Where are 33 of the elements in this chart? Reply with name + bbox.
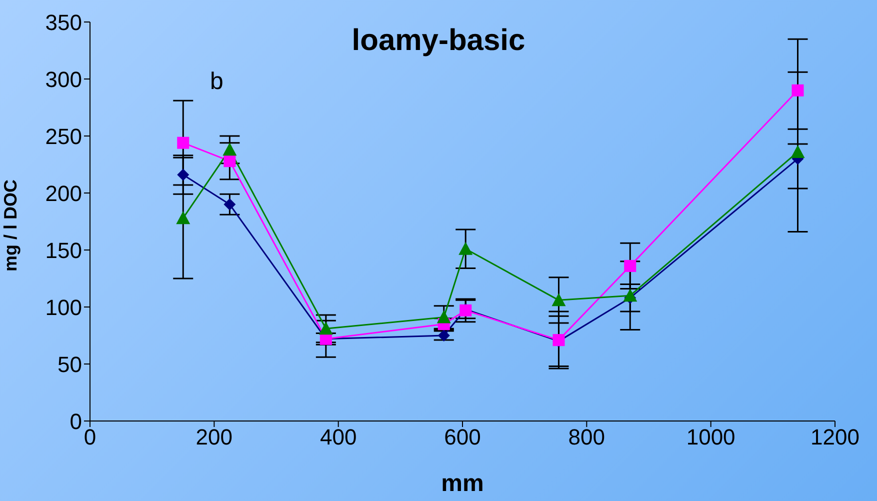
y-tick-label: 350 <box>45 10 82 35</box>
y-tick-label: 300 <box>45 66 82 92</box>
chart-title: loamy-basic <box>352 24 526 57</box>
point <box>790 144 805 158</box>
y-tick-label: 0 <box>70 408 82 434</box>
point <box>623 288 638 302</box>
annotation: b <box>210 68 224 96</box>
point <box>224 198 236 210</box>
y-tick-label: 100 <box>45 294 82 320</box>
y-axis-title: mg / l DOC <box>0 179 20 272</box>
x-tick-label: 600 <box>444 424 481 450</box>
point <box>458 242 473 255</box>
point <box>438 330 450 342</box>
point <box>318 322 333 335</box>
point <box>177 168 190 181</box>
point <box>552 293 566 306</box>
y-tick-label: 50 <box>58 352 82 377</box>
y-tick-label: 200 <box>45 180 82 206</box>
x-tick-label: 200 <box>196 424 233 450</box>
point <box>177 136 190 149</box>
point <box>436 310 451 324</box>
point <box>224 155 236 168</box>
x-tick-label: 1000 <box>686 424 736 450</box>
point <box>624 260 636 272</box>
x-axis-title: mm <box>441 470 484 497</box>
y-tick-label: 250 <box>45 124 82 149</box>
x-tick-label: 1200 <box>810 424 860 450</box>
x-tick-label: 800 <box>568 424 606 450</box>
point <box>222 142 237 156</box>
y-tick-label: 150 <box>45 238 82 263</box>
point <box>792 84 804 96</box>
point <box>176 211 190 224</box>
x-tick-label: 400 <box>320 424 357 450</box>
